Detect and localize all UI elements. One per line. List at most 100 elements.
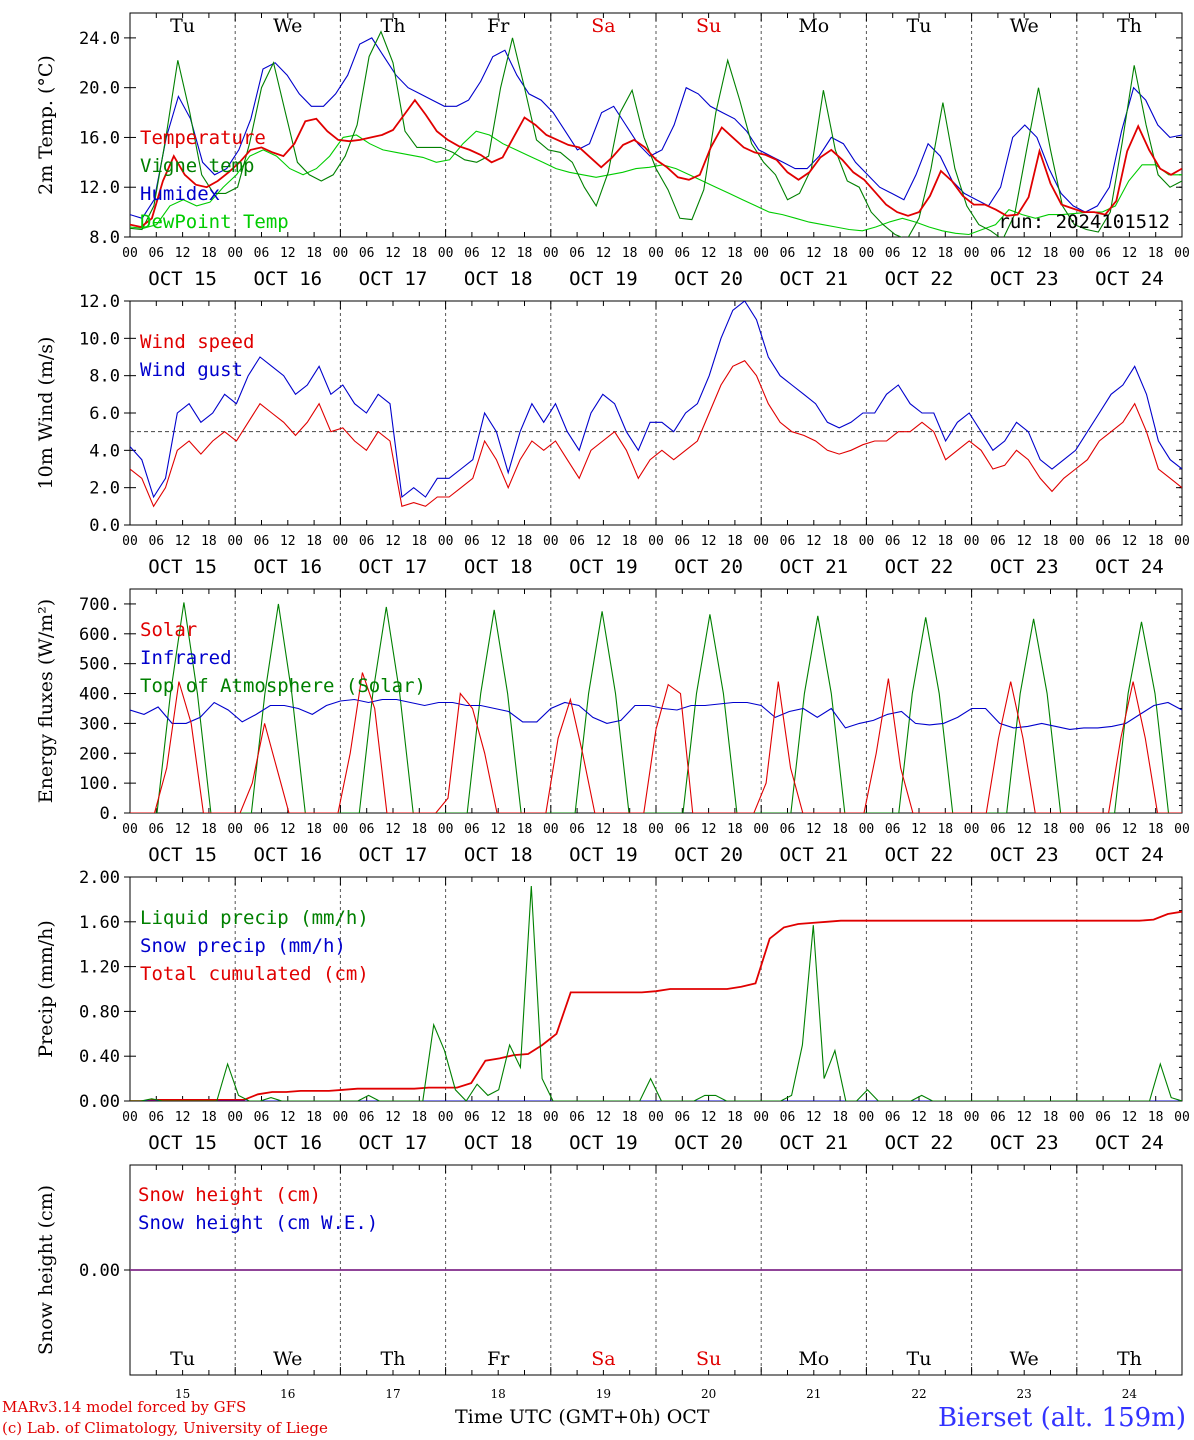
legend-entry: Wind speed	[140, 331, 254, 353]
hour-tick-label: 00	[1174, 246, 1190, 261]
hour-tick-label: 00	[648, 822, 664, 837]
y-tick-label: 8.0	[89, 367, 120, 387]
date-label: OCT 22	[885, 268, 954, 290]
hour-tick-label: 00	[543, 246, 559, 261]
hour-tick-label: 12	[385, 246, 401, 261]
date-label: OCT 16	[253, 268, 322, 290]
hour-tick-label: 18	[517, 822, 533, 837]
hour-tick-label: 18	[201, 534, 217, 549]
hour-tick-label: 00	[964, 822, 980, 837]
panel-frame-wind	[129, 300, 1183, 526]
hour-tick-label: 06	[780, 246, 796, 261]
hour-tick-label: 00	[1174, 534, 1190, 549]
hour-tick-label: 00	[964, 1110, 980, 1125]
station-name: Bierset (alt. 159m)	[937, 1403, 1186, 1433]
date-label: OCT 17	[359, 1132, 428, 1154]
series-line-humidex	[130, 37, 1182, 219]
hour-tick-label: 00	[753, 246, 769, 261]
date-label: OCT 17	[359, 556, 428, 578]
hour-tick-label: 06	[990, 822, 1006, 837]
hour-tick-label: 00	[438, 1110, 454, 1125]
date-label: OCT 20	[674, 556, 743, 578]
hour-tick-label: 00	[753, 1110, 769, 1125]
hour-tick-label: 06	[674, 1110, 690, 1125]
hour-tick-label: 18	[517, 246, 533, 261]
hour-tick-label: 18	[517, 534, 533, 549]
y-tick-label: 200.	[79, 744, 120, 764]
y-tick-label: 700.	[79, 595, 120, 615]
date-label: OCT 22	[885, 1132, 954, 1154]
series-line-solar	[130, 672, 1182, 813]
hour-tick-label: 06	[674, 534, 690, 549]
y-tick-label: 12.0	[79, 292, 120, 312]
hour-tick-label: 12	[701, 822, 717, 837]
hour-tick-label: 00	[859, 1110, 875, 1125]
y-tick-label: 6.0	[89, 404, 120, 424]
y-tick-label: 8.0	[89, 228, 120, 248]
legend-entry: Humidex	[140, 183, 220, 205]
hour-tick-label: 12	[175, 1110, 191, 1125]
hour-tick-label: 00	[333, 1110, 349, 1125]
hour-tick-label: 18	[1148, 1110, 1164, 1125]
hour-tick-label: 12	[490, 1110, 506, 1125]
day-number-label: 21	[806, 1387, 821, 1401]
hour-tick-label: 12	[911, 534, 927, 549]
y-tick-label: 0.40	[79, 1047, 120, 1067]
hour-tick-label: 00	[122, 822, 138, 837]
hour-tick-label: 00	[648, 534, 664, 549]
hour-tick-label: 00	[859, 534, 875, 549]
hour-tick-label: 06	[464, 1110, 480, 1125]
hour-tick-label: 18	[1148, 246, 1164, 261]
weekday-label: Sa	[591, 15, 615, 37]
hour-tick-label: 00	[1069, 246, 1085, 261]
date-label: OCT 21	[779, 844, 848, 866]
weekday-label: Th	[1117, 15, 1142, 37]
hour-tick-label: 18	[306, 246, 322, 261]
hour-tick-label: 12	[1016, 822, 1032, 837]
weekday-label: Su	[696, 15, 721, 37]
hour-tick-label: 12	[1122, 246, 1138, 261]
y-tick-label: 2.0	[89, 479, 120, 499]
hour-tick-label: 18	[1043, 246, 1059, 261]
series-line-liquid-precip-mm-h-	[130, 885, 1182, 1101]
hour-tick-label: 12	[596, 1110, 612, 1125]
hour-tick-label: 06	[990, 534, 1006, 549]
hour-tick-label: 00	[859, 246, 875, 261]
weekday-label: Tu	[170, 1348, 195, 1370]
hour-tick-label: 00	[438, 534, 454, 549]
hour-tick-label: 00	[227, 246, 243, 261]
weekday-label: Th	[381, 1348, 406, 1370]
hour-tick-label: 18	[306, 822, 322, 837]
day-number-label: 23	[1017, 1387, 1032, 1401]
date-label: OCT 19	[569, 1132, 638, 1154]
hour-tick-label: 06	[990, 246, 1006, 261]
panel-frame-energy	[129, 588, 1183, 814]
hour-tick-label: 18	[201, 1110, 217, 1125]
hour-tick-label: 00	[333, 246, 349, 261]
hour-tick-label: 00	[333, 534, 349, 549]
hour-tick-label: 12	[806, 822, 822, 837]
hour-tick-label: 00	[122, 534, 138, 549]
hour-tick-label: 00	[1069, 534, 1085, 549]
day-number-label: 19	[596, 1387, 611, 1401]
date-label: OCT 18	[464, 844, 533, 866]
hour-tick-label: 00	[227, 534, 243, 549]
hour-tick-label: 12	[280, 534, 296, 549]
weekday-label: We	[1010, 1348, 1039, 1370]
date-label: OCT 16	[253, 1132, 322, 1154]
hour-tick-label: 06	[990, 1110, 1006, 1125]
y-tick-label: 1.60	[79, 913, 120, 933]
hour-tick-label: 18	[622, 822, 638, 837]
hour-tick-label: 12	[701, 534, 717, 549]
hour-tick-label: 12	[911, 822, 927, 837]
hour-tick-label: 18	[411, 1110, 427, 1125]
y-tick-label: 0.	[100, 804, 120, 824]
date-label: OCT 17	[359, 844, 428, 866]
weekday-label: We	[1010, 15, 1039, 37]
hour-tick-label: 12	[911, 1110, 927, 1125]
hour-tick-label: 18	[1148, 534, 1164, 549]
hour-tick-label: 00	[1069, 822, 1085, 837]
hour-tick-label: 00	[543, 822, 559, 837]
hour-tick-label: 12	[175, 534, 191, 549]
hour-tick-label: 00	[753, 534, 769, 549]
